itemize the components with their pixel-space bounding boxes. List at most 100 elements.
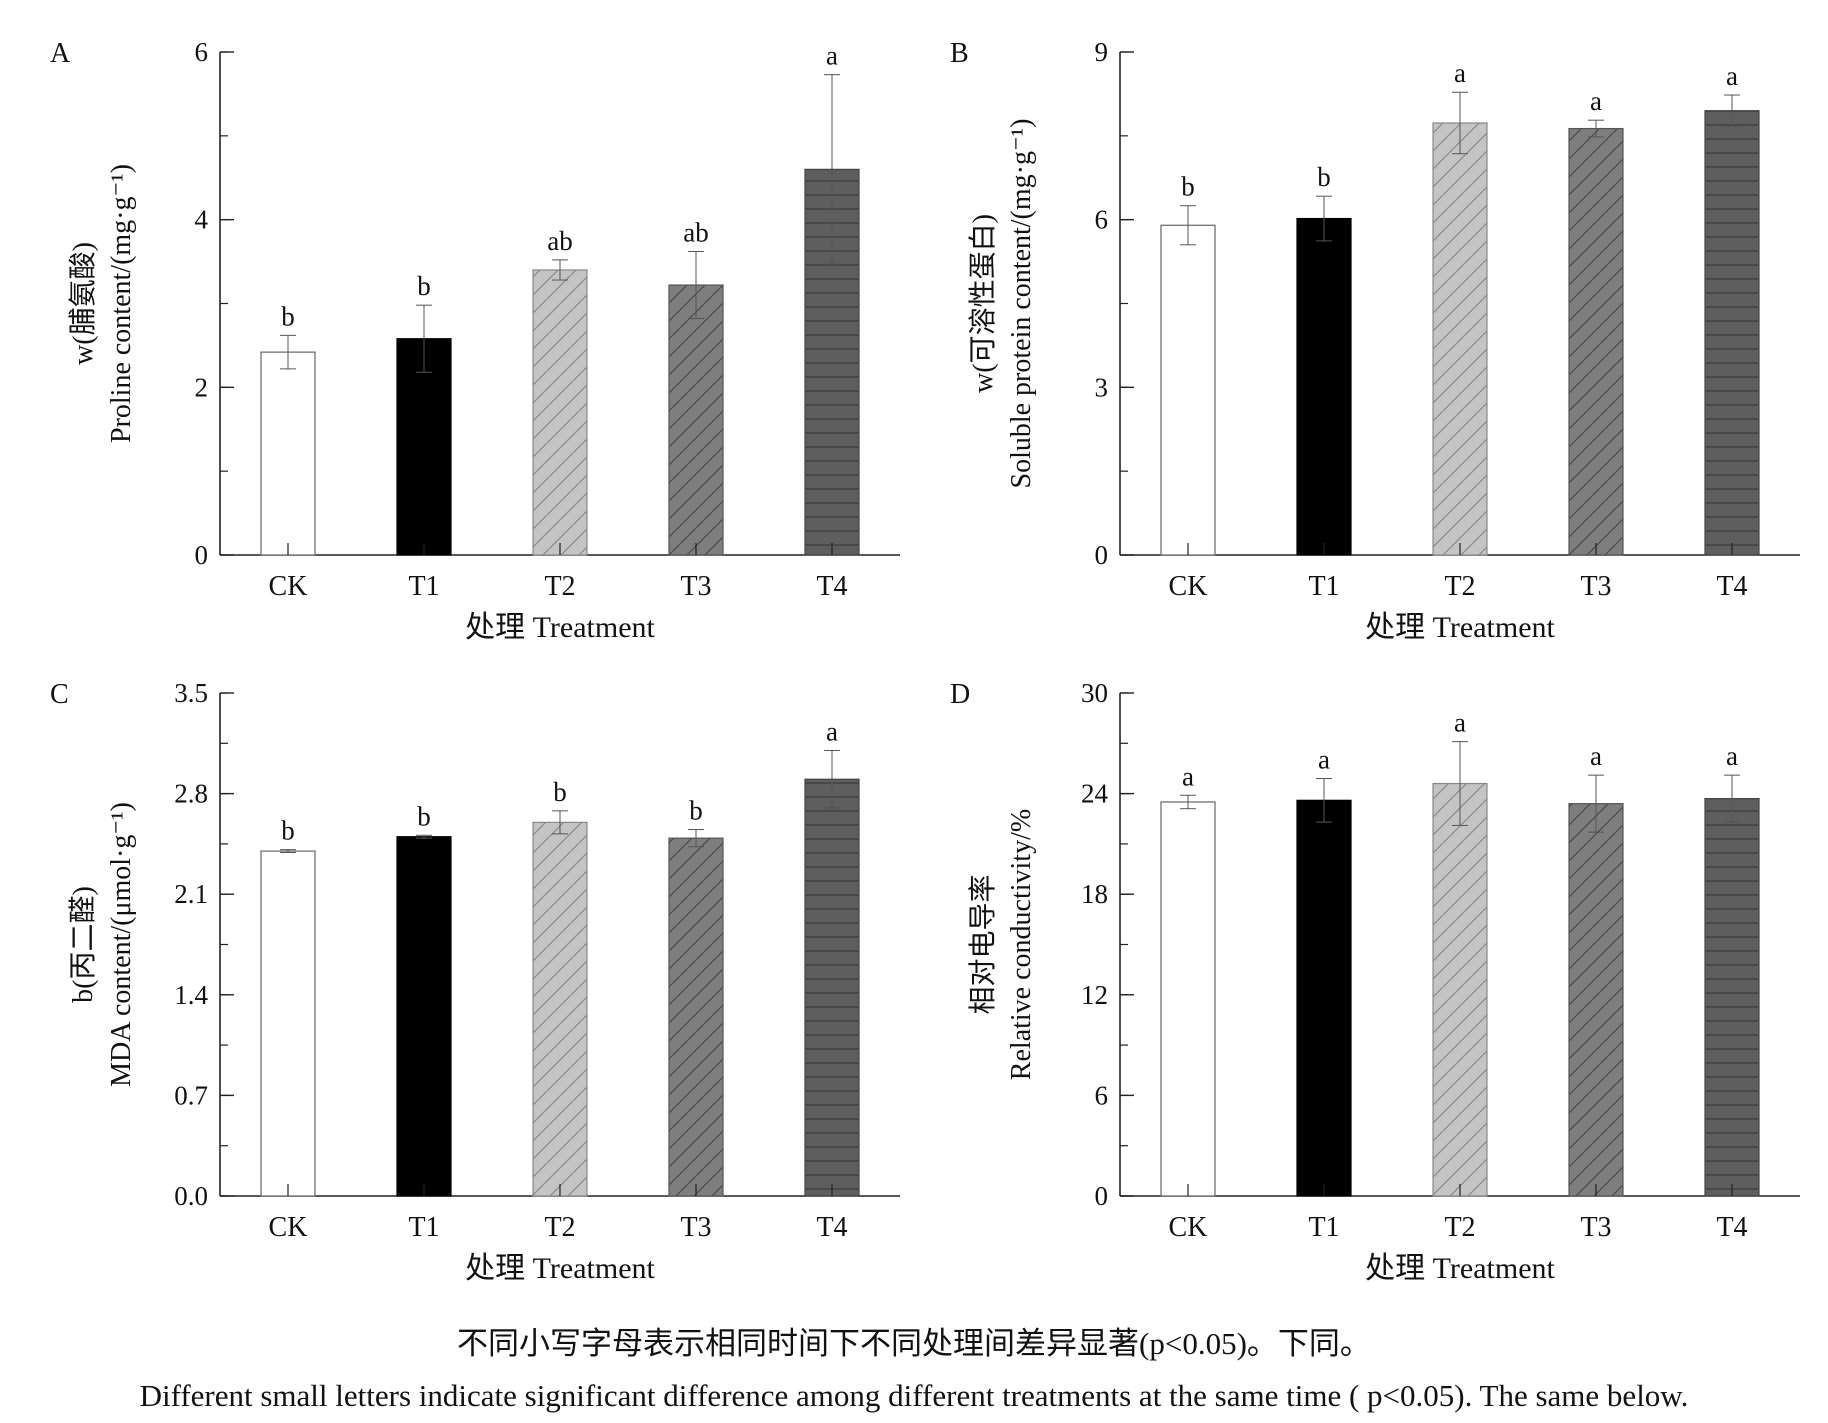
chart-panel-d: D 0 6 12 18 24 30 a CK a T1 a T2 a T3 a T4 处理 Treatment 相对… [950, 678, 1800, 1285]
y-axis-title-line1: w(可溶性蛋白) [967, 214, 999, 393]
y-tick-label: 2.1 [174, 879, 208, 909]
x-tick-label: CK [1169, 571, 1208, 602]
bar-ck [1160, 224, 1216, 556]
significance-label: b [417, 801, 431, 831]
significance-label: a [1454, 58, 1466, 88]
x-tick-label: T2 [544, 1212, 575, 1243]
bar-t4 [804, 778, 860, 1197]
bar-t2 [532, 269, 588, 556]
chart-panel-a: A 0 2 4 6 b CK b T1 ab T2 ab T3 a T4 处理 Treatment w(脯氨酸)… [50, 37, 900, 644]
bar-t2 [532, 821, 588, 1197]
significance-label: a [1726, 741, 1738, 771]
x-tick-label: T3 [1580, 1212, 1611, 1243]
y-tick-label: 0 [195, 540, 209, 570]
significance-label: b [1181, 172, 1195, 202]
bar-ck [260, 850, 316, 1197]
x-axis-title: 处理 Treatment [465, 611, 655, 644]
figure-caption-english: Different small letters indicate signifi… [139, 1378, 1689, 1413]
bar-t2 [1432, 782, 1488, 1197]
figure-caption-chinese: 不同小写字母表示相同时间下不同处理间差异显著(p<0.05)。下同。 [457, 1326, 1371, 1361]
x-tick-label: T2 [544, 571, 575, 602]
y-axis-title-line2: Relative conductivity/% [1006, 809, 1037, 1080]
y-tick-label: 4 [195, 205, 209, 235]
significance-label: a [1318, 745, 1330, 775]
y-tick-label: 3 [1095, 372, 1109, 402]
x-tick-label: T3 [680, 1212, 711, 1243]
x-tick-label: T1 [408, 1212, 439, 1243]
bar-t1 [1296, 217, 1352, 556]
y-axis-title-line2: MDA content/(μmol·g⁻¹) [106, 802, 137, 1087]
x-tick-label: T4 [1716, 1212, 1747, 1243]
significance-label: a [826, 716, 838, 746]
x-tick-label: T1 [1308, 1212, 1339, 1243]
y-tick-label: 0 [1095, 540, 1109, 570]
bar-t3 [1568, 803, 1624, 1197]
x-tick-label: T4 [1716, 571, 1747, 602]
bar-t1 [396, 836, 452, 1197]
bar-ck [260, 351, 316, 556]
bar-t3 [668, 284, 724, 556]
x-tick-label: T3 [1580, 571, 1611, 602]
y-tick-label: 2.8 [174, 779, 208, 809]
y-tick-label: 3.5 [174, 678, 208, 708]
significance-label: b [553, 777, 567, 807]
y-tick-label: 1.4 [174, 980, 208, 1010]
bar-t3 [1568, 127, 1624, 556]
y-tick-label: 30 [1081, 678, 1108, 708]
panel-label: D [950, 679, 970, 710]
x-tick-label: CK [269, 571, 308, 602]
y-tick-label: 6 [195, 37, 209, 67]
panel-label: C [50, 679, 69, 710]
significance-label: a [1590, 741, 1602, 771]
x-tick-label: T4 [816, 1212, 847, 1243]
x-axis-title: 处理 Treatment [1365, 1252, 1555, 1285]
significance-label: a [1726, 61, 1738, 91]
x-tick-label: T2 [1444, 571, 1475, 602]
y-axis-title-line1: w(脯氨酸) [67, 242, 99, 365]
x-tick-label: T1 [408, 571, 439, 602]
significance-label: b [417, 271, 431, 301]
chart-panel-c: C 0.0 0.7 1.4 2.1 2.8 3.5 b CK b T1 b T2 b T3 a T4 处理 Tre… [50, 678, 900, 1285]
significance-label: a [1590, 86, 1602, 116]
x-tick-label: T3 [680, 571, 711, 602]
y-axis-title-line1: b(丙二醛) [67, 886, 99, 1003]
x-tick-label: CK [269, 1212, 308, 1243]
significance-label: a [826, 41, 838, 71]
significance-label: ab [683, 218, 708, 248]
y-axis-title-line2: Soluble protein content/(mg·g⁻¹) [1006, 119, 1037, 489]
y-tick-label: 0.0 [174, 1181, 208, 1211]
panel-label: B [950, 38, 969, 69]
y-axis-title-line2: Proline content/(mg·g⁻¹) [106, 164, 137, 443]
y-tick-label: 9 [1095, 37, 1109, 67]
bar-t4 [1704, 110, 1760, 556]
y-tick-label: 2 [195, 372, 209, 402]
y-axis-title-line1: 相对电导率 [967, 874, 999, 1014]
bar-t3 [668, 837, 724, 1197]
x-tick-label: CK [1169, 1212, 1208, 1243]
x-axis-title: 处理 Treatment [465, 1252, 655, 1285]
y-tick-label: 24 [1081, 779, 1109, 809]
bar-t4 [1704, 798, 1760, 1197]
significance-label: b [689, 796, 703, 826]
bar-ck [1160, 801, 1216, 1197]
significance-label: b [281, 301, 295, 331]
x-tick-label: T4 [816, 571, 847, 602]
significance-label: b [281, 816, 295, 846]
y-tick-label: 6 [1095, 205, 1109, 235]
bar-t2 [1432, 122, 1488, 556]
chart-panel-b: B 0 3 6 9 b CK b T1 a T2 a T3 a T4 处理 Treatment w(可溶性蛋白)… [950, 37, 1800, 644]
y-tick-label: 12 [1081, 980, 1108, 1010]
significance-label: ab [547, 226, 572, 256]
y-tick-label: 18 [1081, 879, 1108, 909]
x-tick-label: T2 [1444, 1212, 1475, 1243]
x-tick-label: T1 [1308, 571, 1339, 602]
y-tick-label: 0.7 [174, 1080, 208, 1110]
y-tick-label: 0 [1095, 1181, 1109, 1211]
x-axis-title: 处理 Treatment [1365, 611, 1555, 644]
significance-label: b [1317, 162, 1331, 192]
significance-label: a [1454, 708, 1466, 738]
bar-t1 [396, 338, 452, 556]
y-tick-label: 6 [1095, 1080, 1109, 1110]
